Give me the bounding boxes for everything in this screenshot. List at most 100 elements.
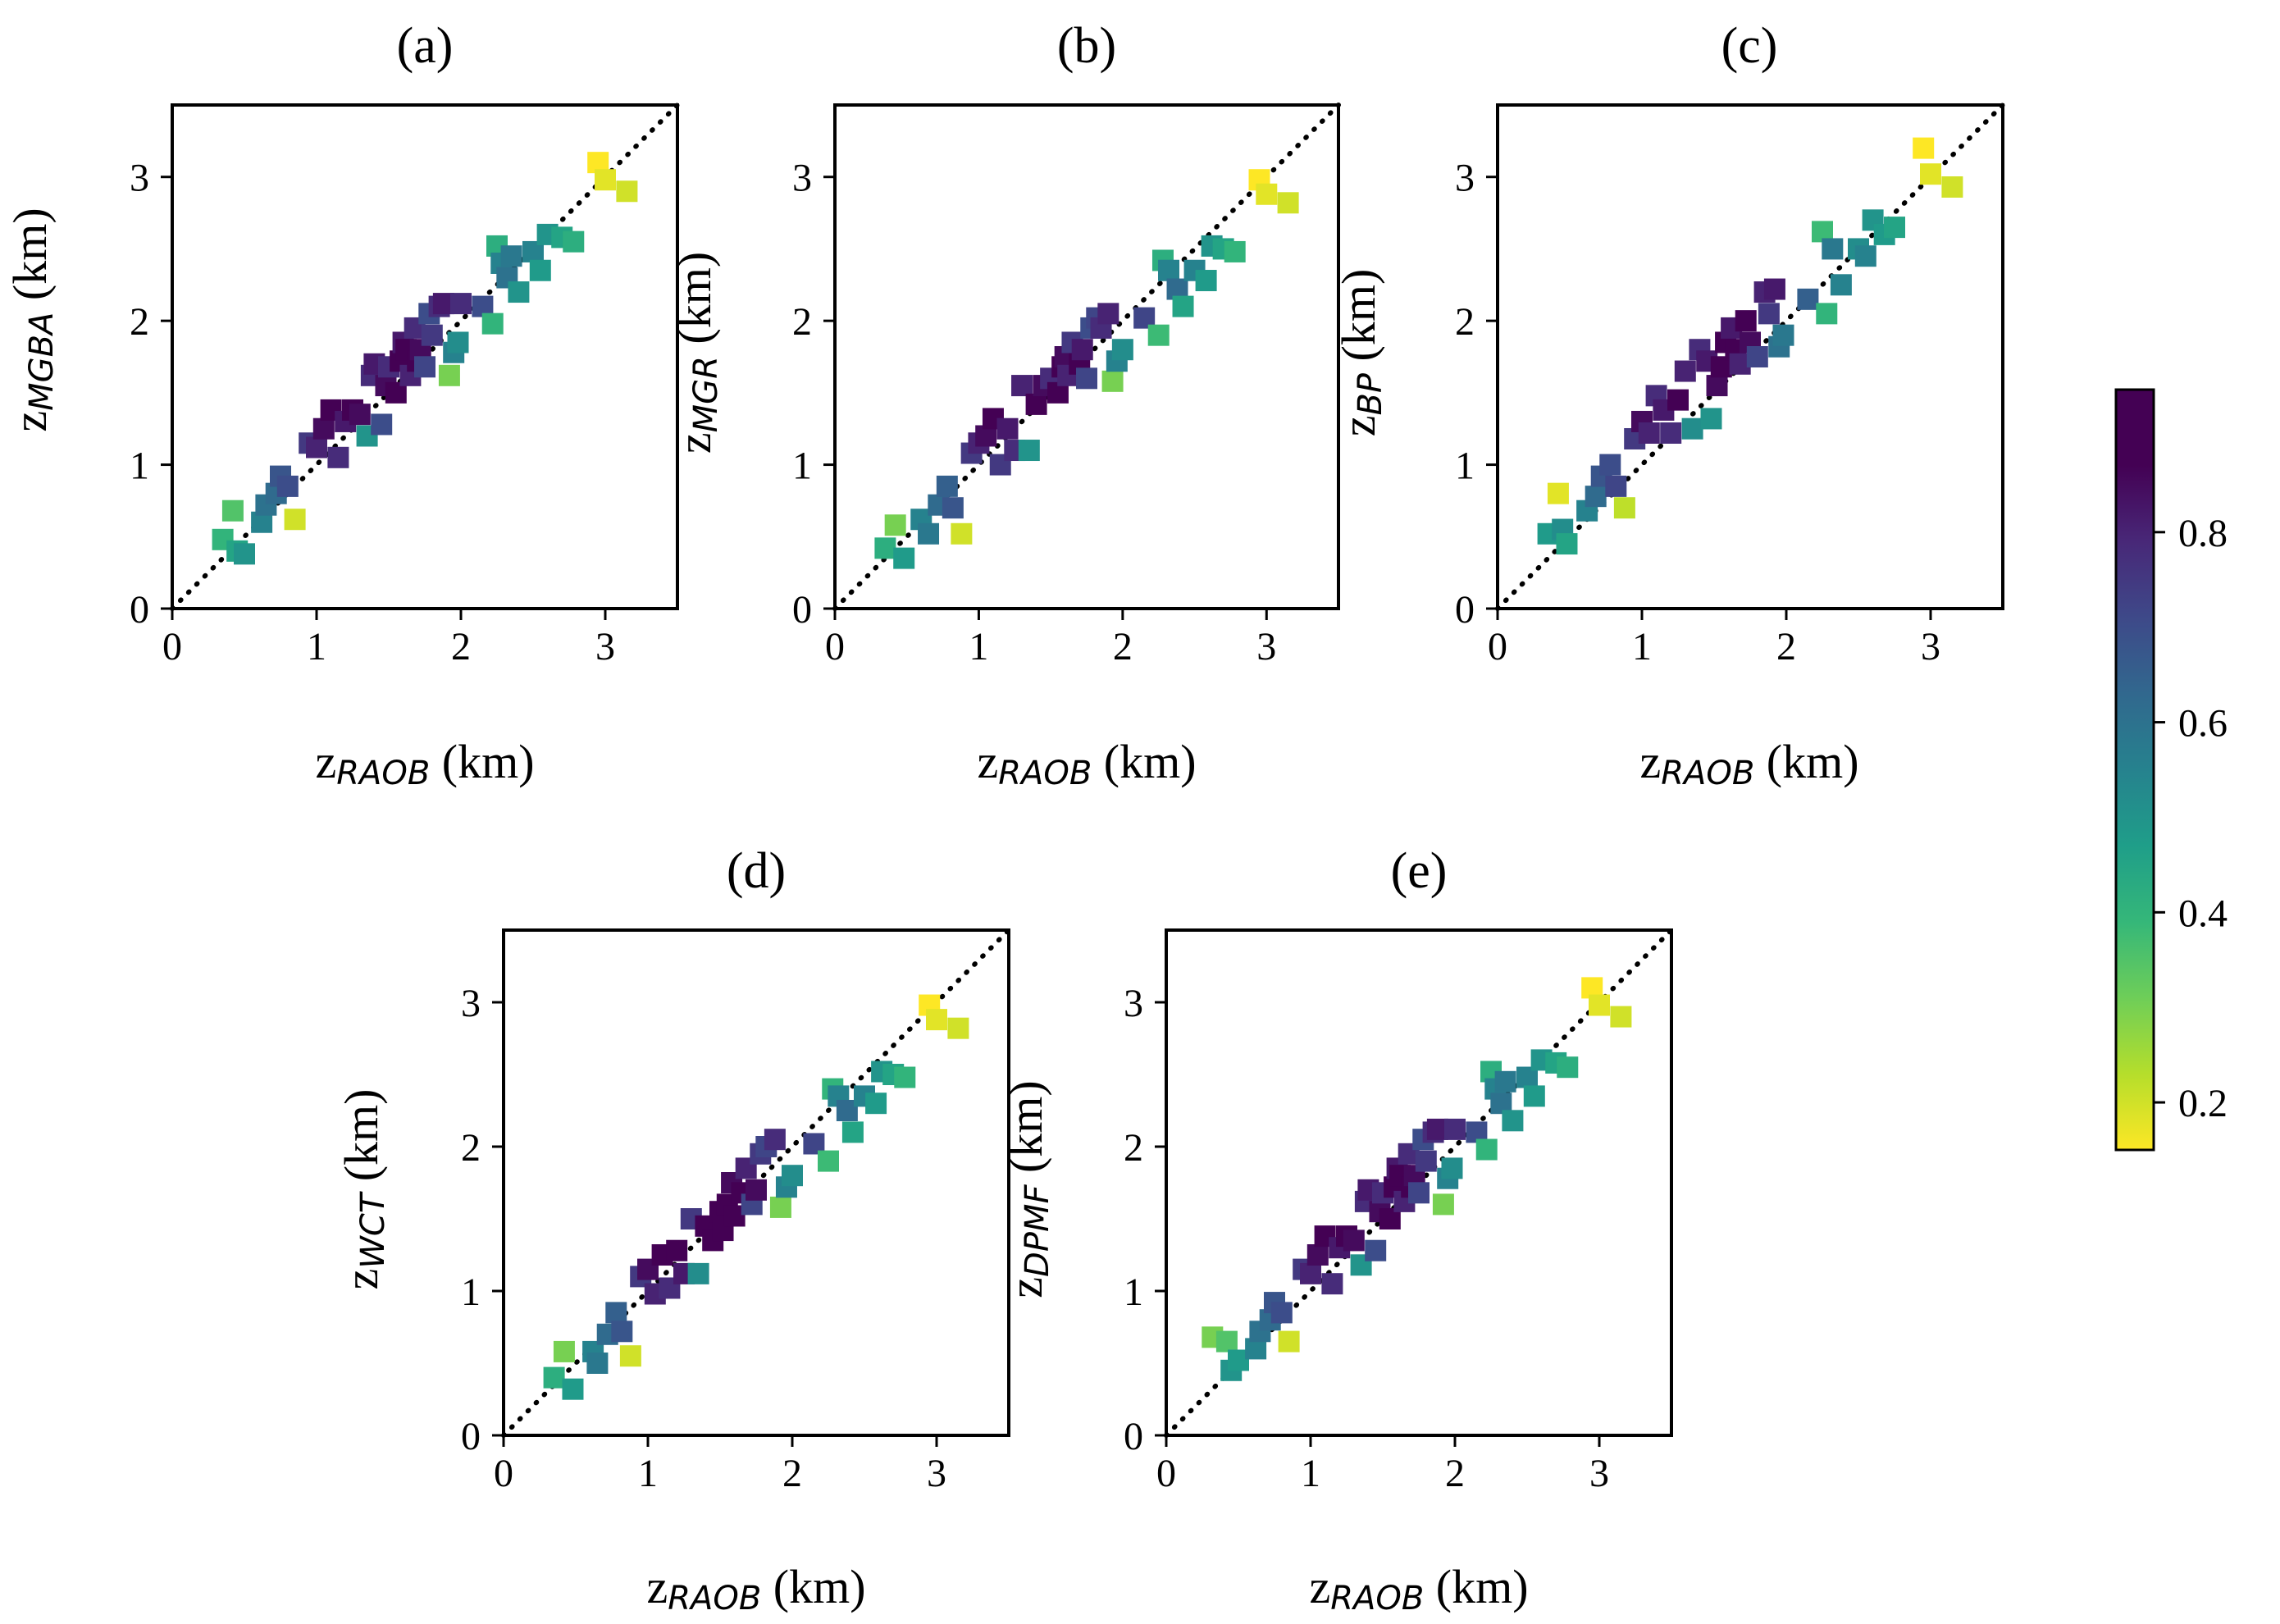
x-tick-label: 2: [451, 625, 471, 668]
data-point: [1941, 176, 1963, 198]
data-point: [1763, 278, 1785, 300]
data-point: [371, 413, 393, 436]
data-point: [447, 331, 469, 354]
colorbar-gradient: [2114, 388, 2155, 1152]
data-point: [1415, 1150, 1437, 1172]
data-point: [1735, 310, 1757, 332]
data-point: [1097, 303, 1119, 325]
data-point: [1585, 486, 1607, 508]
data-point: [1502, 1110, 1524, 1132]
x-tick-label: 0: [1488, 625, 1507, 668]
panel-d: (d) 0 1 2 3 0 1 2 3 zRAOB (km) zWCT (km): [335, 843, 1011, 1617]
x-tick-label: 0: [825, 625, 845, 668]
y-tick-label: 1: [1455, 445, 1475, 488]
y-tick-label: 1: [792, 445, 812, 488]
data-point: [1854, 245, 1876, 267]
x-axis-label: zRAOB (km): [977, 735, 1196, 792]
data-point: [1494, 1070, 1516, 1093]
data-point: [1822, 238, 1844, 260]
panel-title: (d): [727, 843, 786, 899]
data-point: [1432, 1193, 1454, 1216]
panel-e: (e) 0 1 2 3 0 1 2 3 zRAOB (km) zDPMF (km): [999, 843, 1674, 1617]
data-point: [327, 446, 349, 468]
data-point: [951, 522, 973, 545]
x-axis-label: zRAOB (km): [1639, 735, 1858, 792]
axes-frame: [502, 928, 1010, 1437]
axes-frame: [1496, 103, 2004, 610]
data-point: [1444, 1118, 1466, 1140]
x-tick-label: 1: [1632, 625, 1652, 668]
data-point: [1343, 1229, 1365, 1252]
data-point: [1147, 324, 1170, 346]
data-point: [1674, 360, 1696, 382]
data-point: [894, 1066, 916, 1088]
data-point: [438, 364, 460, 386]
data-point: [926, 1009, 947, 1031]
data-point: [349, 404, 371, 426]
data-point: [616, 180, 638, 203]
y-tick-label: 3: [461, 982, 481, 1025]
y-tick-label: 1: [461, 1270, 481, 1314]
x-tick-label: 3: [927, 1452, 946, 1495]
data-point: [666, 1239, 688, 1261]
data-point: [1076, 367, 1097, 390]
x-tick-label: 1: [969, 625, 988, 668]
data-point: [1224, 240, 1246, 262]
colorbar-ticks: 0.2 0.4 0.6 0.8: [2154, 512, 2228, 1125]
colorbar-tick-label: 0.4: [2178, 892, 2228, 935]
data-point: [1772, 324, 1794, 346]
plot-area: 0 1 2 3 0 1 2 3: [461, 928, 1011, 1495]
data-point: [1830, 274, 1852, 296]
y-tick-label: 3: [130, 157, 149, 200]
colorbar: 0.2 0.4 0.6 0.8: [2114, 388, 2228, 1152]
data-point: [312, 417, 335, 440]
axes-frame: [171, 103, 679, 610]
data-point: [563, 230, 585, 253]
x-tick-label: 0: [162, 625, 182, 668]
panel-a: (a) 0 1 2 3 0 1 2 3 zRAOB (km) zMGBA (km): [3, 18, 680, 792]
x-tick-label: 2: [1113, 625, 1133, 668]
x-tick-label: 1: [307, 625, 326, 668]
data-point: [508, 281, 530, 303]
data-point: [746, 1179, 767, 1201]
data-point: [1277, 192, 1299, 214]
data-point: [996, 417, 1019, 440]
data-point: [818, 1150, 839, 1172]
y-axis-label: zDPMF (km): [999, 1080, 1056, 1298]
data-point: [942, 497, 964, 519]
data-point: [1605, 475, 1627, 497]
data-point: [874, 537, 896, 559]
panel-b: (b) 0 1 2 3 0 1 2 3 zRAOB (km) zMGR (km): [668, 18, 1341, 792]
plot-area: 0 1 2 3 0 1 2 3: [1455, 103, 2005, 668]
y-axis-label: zMGBA (km): [3, 208, 61, 431]
data-point: [1101, 370, 1124, 392]
data-point: [1408, 1182, 1430, 1204]
data-point: [414, 356, 435, 378]
data-point: [500, 245, 522, 267]
plot-area: 0 1 2 3 0 1 2 3: [130, 103, 680, 668]
x-tick-label: 0: [1156, 1452, 1176, 1495]
data-point: [936, 475, 958, 497]
data-point: [1557, 1056, 1579, 1079]
data-point: [884, 514, 906, 536]
data-point: [1920, 163, 1941, 185]
x-tick-label: 1: [1301, 1452, 1320, 1495]
x-axis-label: zRAOB (km): [646, 1560, 865, 1617]
data-point: [562, 1378, 584, 1400]
data-point: [865, 1093, 887, 1115]
data-point: [1025, 393, 1047, 415]
data-point: [1681, 417, 1703, 440]
data-point: [1011, 375, 1033, 397]
y-tick-label: 2: [792, 300, 812, 344]
data-point: [306, 436, 327, 458]
data-point: [421, 324, 443, 346]
data-point: [1610, 1006, 1632, 1028]
data-point: [586, 1353, 609, 1374]
data-point: [450, 293, 472, 315]
y-axis-label: zMGR (km): [668, 252, 725, 454]
y-tick-label: 0: [792, 588, 812, 632]
x-tick-label: 3: [1589, 1452, 1609, 1495]
x-tick-label: 3: [1256, 625, 1276, 668]
data-point: [1758, 303, 1780, 325]
